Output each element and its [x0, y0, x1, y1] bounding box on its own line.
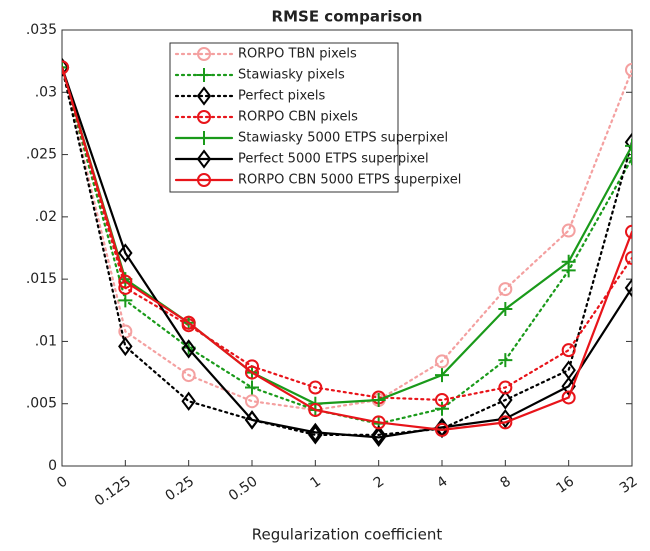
series-line [62, 66, 632, 402]
legend-marker [197, 173, 211, 187]
marker [62, 60, 69, 75]
marker [561, 254, 576, 269]
x-tick-label: 0.25 [163, 473, 198, 504]
marker [561, 376, 576, 396]
plot-frame [61, 29, 633, 467]
x-tick-label: 0.125 [92, 473, 134, 509]
marker [308, 380, 323, 395]
marker [498, 408, 513, 429]
legend-marker [196, 86, 212, 106]
x-tick-label: 8 [497, 473, 513, 491]
marker [561, 343, 576, 358]
x-tick-label: 16 [553, 473, 577, 496]
y-tick-label: .01 [35, 333, 57, 349]
marker [245, 380, 259, 395]
marker [625, 224, 632, 239]
legend-marker [196, 149, 212, 169]
legend-marker [197, 131, 211, 145]
y-tick-label: .02 [35, 209, 57, 225]
marker [435, 368, 449, 383]
marker [181, 315, 196, 330]
x-axis-label: Regularization coefficient [252, 526, 443, 544]
legend-label: RORPO CBN 5000 ETPS superpixel [238, 173, 461, 188]
marker [371, 392, 386, 407]
marker [118, 274, 133, 289]
marker [62, 57, 70, 78]
marker [625, 62, 632, 77]
x-tick-label: 4 [434, 473, 451, 491]
y-tick-label: 0 [48, 458, 57, 474]
x-tick-label: 32 [617, 473, 641, 496]
marker [625, 250, 632, 265]
marker [435, 354, 449, 369]
marker [625, 138, 632, 153]
marker [245, 365, 259, 380]
marker [435, 392, 449, 407]
y-tick-label: .015 [26, 271, 57, 287]
legend-label: RORPO CBN pixels [238, 110, 358, 125]
legend-marker [197, 110, 211, 124]
chart-title: RMSE comparison [272, 8, 423, 26]
series-line [62, 66, 632, 431]
marker [118, 243, 133, 263]
marker [308, 422, 323, 443]
marker [371, 427, 386, 448]
marker [498, 302, 513, 317]
marker [118, 293, 133, 308]
marker [624, 278, 632, 298]
x-tick-label: 1 [307, 473, 323, 491]
marker [498, 390, 513, 410]
marker [308, 402, 323, 417]
legend-label: Perfect pixels [238, 89, 325, 104]
marker [244, 410, 260, 430]
legend-marker [197, 47, 211, 61]
marker [62, 60, 69, 75]
marker [371, 415, 386, 430]
marker [435, 401, 449, 416]
legend-label: Stawiasky 5000 ETPS superpixel [238, 131, 448, 146]
x-tick-label: 2 [371, 473, 387, 491]
y-tick-label: .035 [26, 22, 57, 38]
marker [245, 394, 259, 409]
marker [498, 415, 513, 430]
y-tick-label: .005 [26, 396, 57, 412]
plot-area [62, 57, 632, 448]
marker [181, 368, 196, 383]
marker [435, 422, 449, 437]
marker [498, 353, 513, 368]
marker [498, 380, 513, 395]
y-tick-label: .025 [26, 147, 57, 163]
marker [624, 132, 632, 152]
marker [118, 336, 133, 357]
x-tick-label: 0 [54, 473, 70, 491]
x-tick-label: 0.50 [226, 473, 261, 504]
series-line [62, 66, 632, 436]
marker [561, 223, 576, 238]
marker [561, 390, 576, 405]
legend-label: Perfect 5000 ETPS superpixel [238, 152, 429, 167]
series-line [62, 66, 632, 412]
marker [625, 151, 632, 166]
marker [181, 391, 196, 411]
marker [498, 282, 513, 297]
marker [181, 339, 196, 359]
marker [371, 425, 386, 445]
legend-label: Stawiasky pixels [238, 68, 345, 83]
legend-marker [197, 68, 211, 82]
legend-label: RORPO TBN pixels [238, 47, 357, 62]
y-tick-label: .03 [35, 84, 57, 100]
